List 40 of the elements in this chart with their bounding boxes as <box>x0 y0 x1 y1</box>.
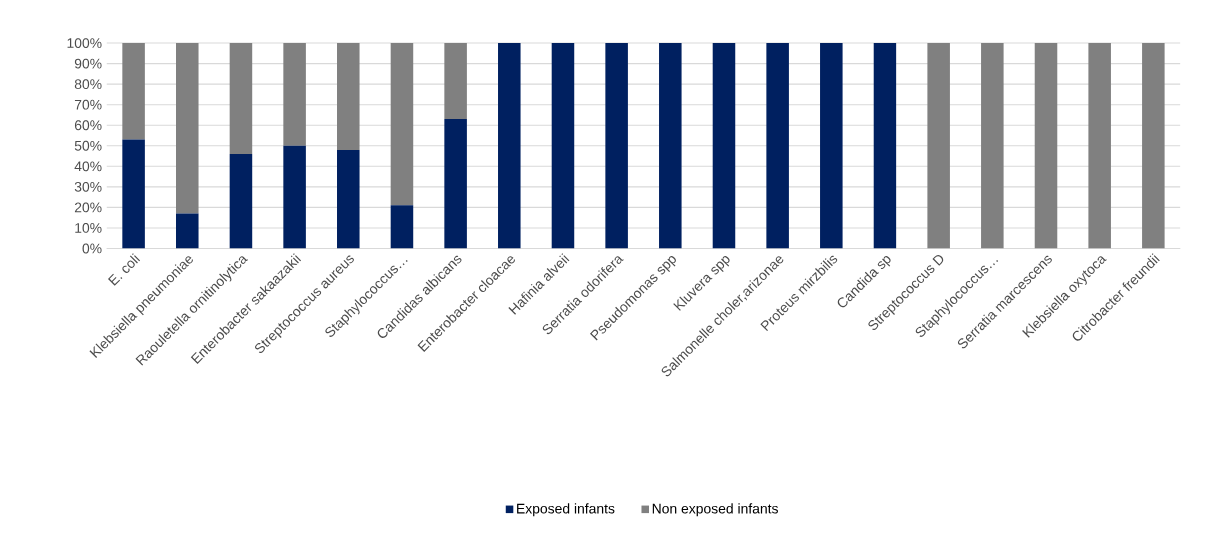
bar <box>283 43 306 146</box>
bar <box>498 43 521 249</box>
y-tick-label: 20% <box>74 202 102 213</box>
bar <box>766 43 789 249</box>
bar <box>176 43 199 214</box>
y-tick-label: 10% <box>75 223 102 234</box>
y-tick-label: 0% <box>82 243 102 254</box>
y-tick-label: 50% <box>74 141 102 151</box>
bar <box>605 43 628 249</box>
y-tick-label: 30% <box>74 182 102 192</box>
bar <box>444 119 467 249</box>
bar <box>873 43 897 249</box>
bar <box>927 43 950 249</box>
legend-label: Non exposed infants <box>652 503 778 517</box>
bar <box>122 139 145 249</box>
bar <box>659 43 682 249</box>
bar <box>229 154 253 249</box>
y-tick-label: 40% <box>74 161 102 172</box>
bar <box>1088 43 1111 249</box>
bar <box>444 43 467 120</box>
bar <box>337 43 360 151</box>
bar <box>390 205 414 249</box>
bar <box>390 43 414 206</box>
legend-label: Exposed infants <box>517 503 615 517</box>
y-tick-label: 80% <box>74 79 102 90</box>
y-tick-label: 70% <box>74 99 102 110</box>
bar <box>1142 43 1165 249</box>
bar <box>122 43 145 140</box>
bar <box>1034 43 1058 249</box>
y-tick-label: 100% <box>67 38 102 49</box>
y-tick-label: 60% <box>74 120 102 131</box>
bar <box>337 150 360 249</box>
bar <box>283 145 306 249</box>
bar <box>551 43 575 249</box>
bar <box>981 43 1004 249</box>
bar <box>229 43 253 155</box>
bar <box>712 43 736 249</box>
bar <box>176 213 199 249</box>
y-tick-label: 90% <box>74 58 102 69</box>
bar <box>820 43 843 249</box>
